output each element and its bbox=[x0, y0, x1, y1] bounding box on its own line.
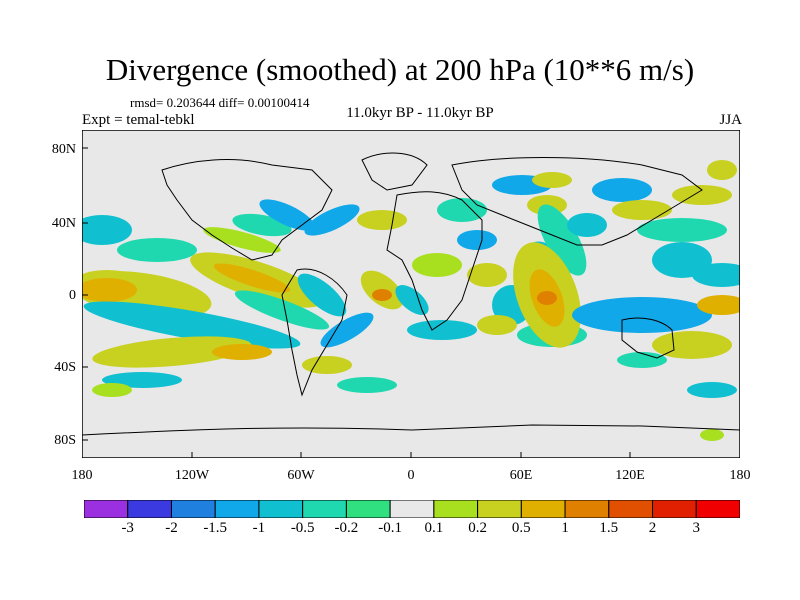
colorbar-swatch bbox=[84, 500, 129, 518]
colorbar-swatch bbox=[477, 500, 522, 518]
colorbar-label: 0.2 bbox=[468, 520, 487, 536]
colorbar-label: 1 bbox=[561, 520, 569, 536]
colorbar-swatch bbox=[127, 500, 172, 518]
colorbar-swatch bbox=[302, 500, 347, 518]
colorbar-swatch bbox=[214, 500, 260, 518]
lon-label: 120E bbox=[615, 468, 645, 483]
colorbar-swatch bbox=[258, 500, 304, 518]
colorbar-swatch bbox=[345, 500, 391, 518]
colorbar-label: 3 bbox=[692, 520, 701, 536]
lon-label: 180 bbox=[71, 468, 93, 483]
colorbar-label: -1.5 bbox=[203, 520, 228, 536]
lat-label: 40N bbox=[51, 216, 76, 231]
period-label: 11.0kyr BP - 11.0kyr BP bbox=[346, 105, 494, 121]
season-label: JJA bbox=[719, 112, 742, 128]
lon-label: 60W bbox=[287, 468, 315, 483]
colorbar-swatch bbox=[170, 500, 216, 518]
colorbar-swatch bbox=[389, 500, 435, 518]
colorbar-label: 0.5 bbox=[511, 520, 531, 536]
colorbar-label: 1.5 bbox=[599, 520, 619, 536]
colorbar-label: 0.1 bbox=[424, 520, 444, 536]
colorbar-label: -1 bbox=[252, 520, 266, 536]
experiment-label: Expt = temal-tebkl bbox=[82, 112, 195, 128]
colorbar-label: 2 bbox=[648, 520, 657, 536]
colorbar-swatch bbox=[564, 500, 610, 518]
colorbar-label: -0.5 bbox=[290, 520, 315, 536]
colorbar-label: -0.2 bbox=[334, 520, 359, 536]
chart-title: Divergence (smoothed) at 200 hPa (10**6 … bbox=[105, 52, 695, 87]
colorbar-swatch bbox=[433, 500, 479, 518]
colorbar-swatch bbox=[608, 500, 654, 518]
lon-label: 120W bbox=[174, 468, 210, 483]
rmsd-diff-stats: rmsd= 0.203644 diff= 0.00100414 bbox=[130, 95, 310, 110]
colorbar-label: -0.1 bbox=[378, 520, 402, 536]
lat-label: 40S bbox=[54, 360, 76, 375]
colorbar-swatch bbox=[520, 500, 566, 518]
lon-label: 0 bbox=[407, 468, 415, 483]
divergence-field bbox=[82, 160, 740, 441]
colorbar-swatch bbox=[695, 500, 740, 518]
lon-label: 180 bbox=[729, 468, 751, 483]
colorbar-label: -2 bbox=[165, 520, 178, 536]
divergence-map bbox=[82, 130, 740, 458]
coastlines bbox=[82, 152, 740, 436]
axis-ticks bbox=[82, 147, 631, 458]
colorbar-swatch bbox=[652, 500, 697, 518]
colorbar bbox=[84, 500, 740, 518]
colorbar-label: -3 bbox=[121, 520, 134, 536]
lat-label: 80S bbox=[54, 433, 76, 448]
lat-label: 80N bbox=[51, 142, 76, 157]
lon-label: 60E bbox=[509, 468, 533, 483]
lat-label: 0 bbox=[69, 288, 76, 303]
